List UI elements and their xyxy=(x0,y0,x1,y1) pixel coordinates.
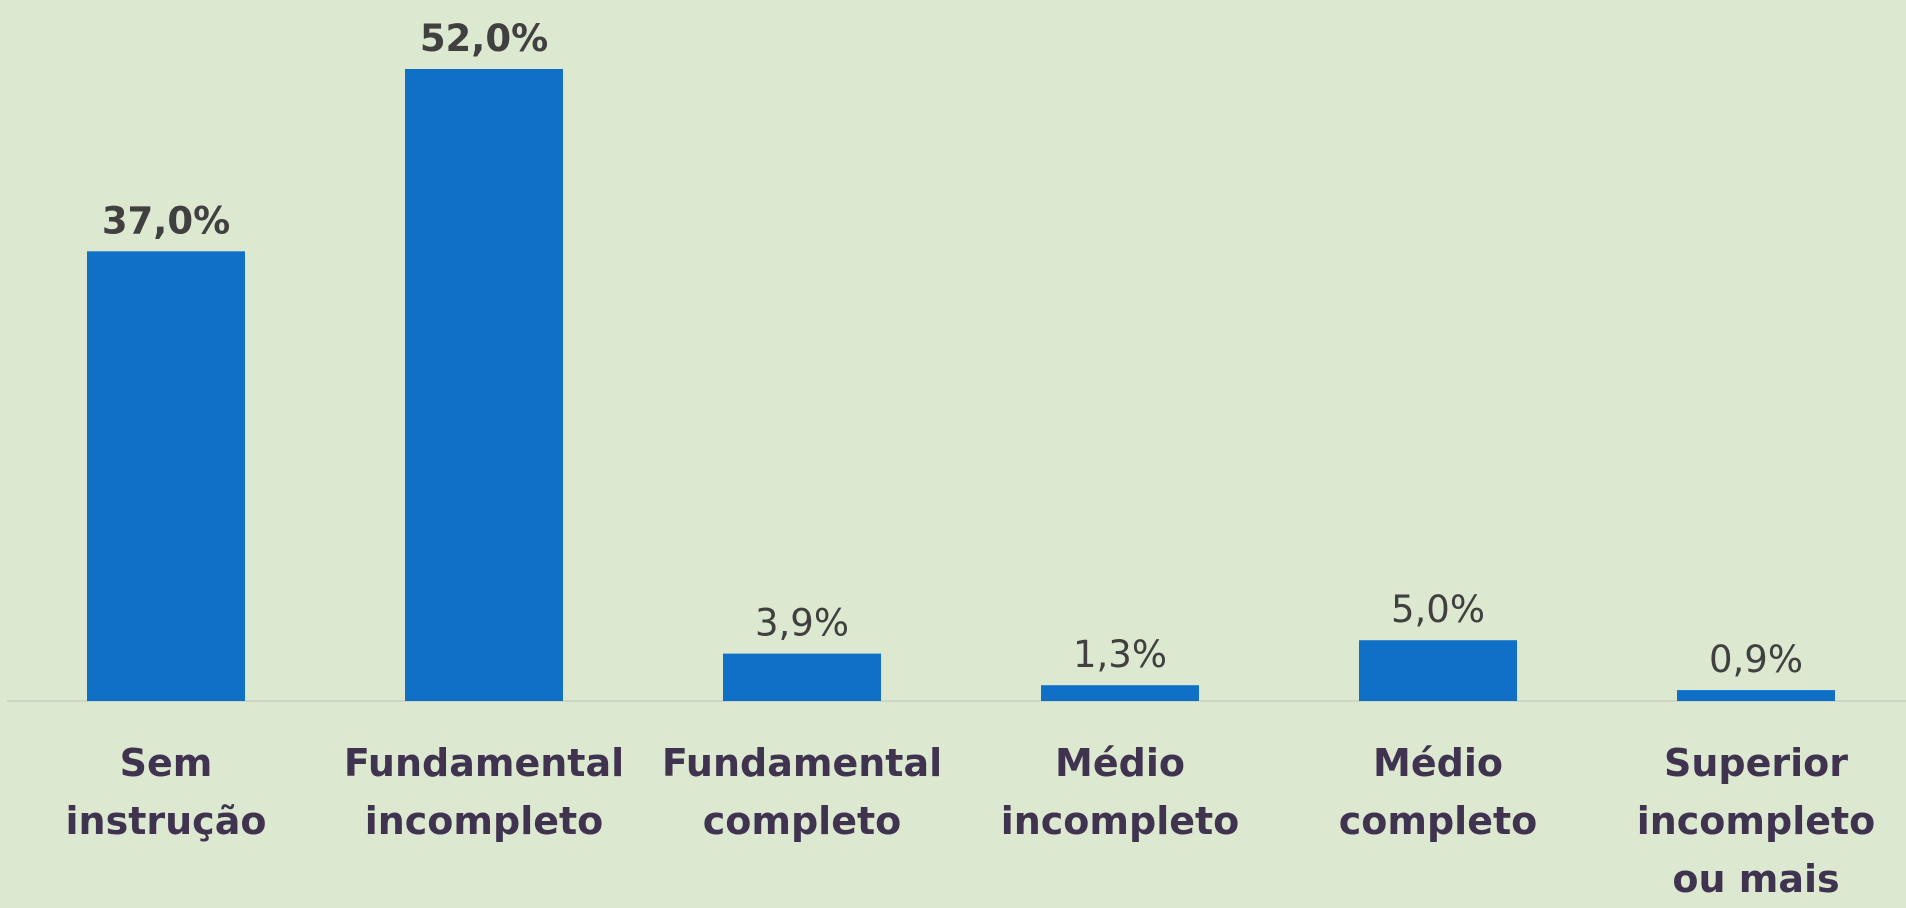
x-tick-label: Médio incompleto xyxy=(1000,741,1240,843)
x-tick-label: Fundamental completo xyxy=(661,741,943,843)
x-tick-label: Médio completo xyxy=(1338,741,1538,843)
value-label: 0,9% xyxy=(1709,638,1803,681)
bar xyxy=(723,653,881,701)
x-tick-label: Fundamental incompleto xyxy=(343,741,625,843)
bar xyxy=(405,69,563,701)
value-label: 52,0% xyxy=(420,17,548,60)
bar xyxy=(1677,690,1835,701)
value-label: 5,0% xyxy=(1391,588,1485,631)
x-tick-label: Superior incompleto ou mais xyxy=(1636,741,1876,901)
value-label: 3,9% xyxy=(755,602,849,645)
bar xyxy=(1359,640,1517,701)
x-tick-label: Sem instrução xyxy=(65,741,267,843)
bar xyxy=(1041,685,1199,701)
bar xyxy=(87,251,245,702)
value-label: 37,0% xyxy=(102,199,230,242)
value-label: 1,3% xyxy=(1073,633,1167,676)
